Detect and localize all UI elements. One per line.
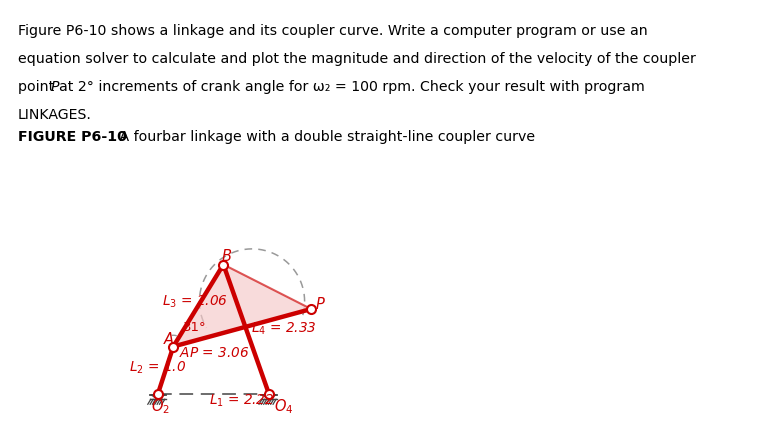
Text: $B$: $B$ — [222, 248, 232, 263]
Text: $O_4$: $O_4$ — [274, 396, 293, 415]
Text: $L_4$ = 2.33: $L_4$ = 2.33 — [251, 320, 317, 337]
Text: FIGURE P6-10: FIGURE P6-10 — [18, 130, 127, 144]
Text: at 2° increments of crank angle for ω₂ = 100 rpm. Check your result with program: at 2° increments of crank angle for ω₂ =… — [59, 80, 645, 94]
Text: $A$: $A$ — [164, 330, 175, 346]
Text: P: P — [51, 80, 60, 94]
Text: $L_3$ = 2.06: $L_3$ = 2.06 — [162, 293, 228, 309]
Text: A fourbar linkage with a double straight-line coupler curve: A fourbar linkage with a double straight… — [115, 130, 535, 144]
Text: $L_2$ = 1.0: $L_2$ = 1.0 — [129, 359, 187, 375]
Polygon shape — [174, 265, 311, 347]
Text: LINKAGES.: LINKAGES. — [18, 108, 92, 122]
Text: $AP$ = 3.06: $AP$ = 3.06 — [179, 345, 250, 359]
Text: equation solver to calculate and plot the magnitude and direction of the velocit: equation solver to calculate and plot th… — [18, 52, 696, 66]
Polygon shape — [151, 395, 165, 399]
Text: $O_2$: $O_2$ — [151, 396, 170, 415]
Text: $P$: $P$ — [315, 295, 326, 311]
Text: Figure P6-10 shows a linkage and its coupler curve. Write a computer program or : Figure P6-10 shows a linkage and its cou… — [18, 24, 648, 38]
Text: point: point — [18, 80, 59, 94]
Text: 31°: 31° — [184, 321, 207, 334]
Text: $L_1$ = 2.22: $L_1$ = 2.22 — [209, 391, 274, 408]
Polygon shape — [262, 395, 276, 399]
